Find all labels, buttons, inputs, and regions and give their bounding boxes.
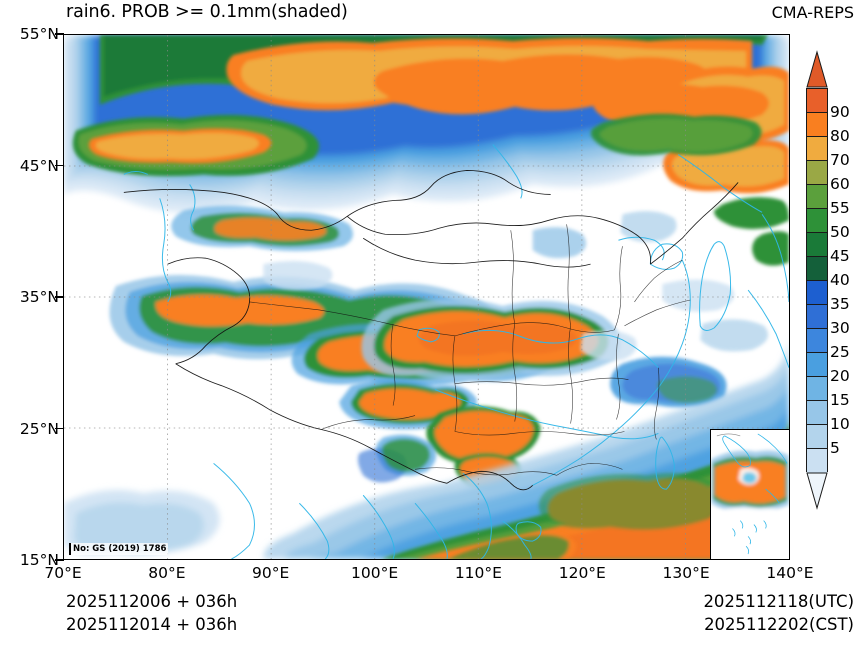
gridline-layer xyxy=(64,35,789,559)
colorbar-segment xyxy=(807,401,827,425)
colorbar-tick-label: 25 xyxy=(830,343,850,361)
x-tick-label: 140°E xyxy=(766,564,814,582)
x-tick-label: 90°E xyxy=(252,564,290,582)
x-tick-label: 110°E xyxy=(454,564,502,582)
colorbar-tick-label: 55 xyxy=(830,199,850,217)
country-border-layer xyxy=(123,170,739,491)
x-tick-label: 120°E xyxy=(558,564,606,582)
page-title: rain6. PROB >= 0.1mm(shaded) xyxy=(66,2,348,22)
footer-init-time-utc: 2025112006 + 036h xyxy=(66,592,238,611)
colorbar-segment xyxy=(807,353,827,377)
y-tick-mark xyxy=(55,164,64,167)
colorbar-segments xyxy=(806,88,828,473)
south-china-sea-inset xyxy=(710,429,789,559)
model-label: CMA-REPS xyxy=(771,3,854,22)
colorbar-tick-label: 30 xyxy=(830,319,850,337)
x-tick-label: 130°E xyxy=(662,564,710,582)
colorbar-tick-label: 60 xyxy=(830,175,850,193)
colorbar-tick-label: 40 xyxy=(830,271,850,289)
x-tick-label: 70°E xyxy=(44,564,82,582)
colorbar-segment xyxy=(807,161,827,185)
colorbar-tick-label: 10 xyxy=(830,415,850,433)
colorbar-segment xyxy=(807,89,827,113)
colorbar xyxy=(806,50,828,510)
y-tick-label: 35°N xyxy=(19,288,59,306)
y-tick-mark xyxy=(55,427,64,430)
colorbar-segment xyxy=(807,137,827,161)
y-tick-label: 25°N xyxy=(19,419,59,438)
y-tick-mark xyxy=(55,559,64,561)
colorbar-segment xyxy=(807,257,827,281)
colorbar-over-cap xyxy=(806,50,828,88)
colorbar-segment xyxy=(807,185,827,209)
colorbar-tick-label: 5 xyxy=(830,439,840,457)
colorbar-segment xyxy=(807,113,827,137)
colorbar-segment xyxy=(807,425,827,449)
colorbar-segment xyxy=(807,305,827,329)
map-frame[interactable]: No: GS (2019) 1786 xyxy=(63,34,790,560)
colorbar-segment xyxy=(807,281,827,305)
x-tick-label: 80°E xyxy=(148,564,186,582)
colorbar-tick-label: 15 xyxy=(830,391,850,409)
map-canvas xyxy=(64,35,789,559)
footer-valid-time-cst: 2025112202(CST) xyxy=(704,615,854,634)
colorbar-segment xyxy=(807,209,827,233)
colorbar-tick-label: 90 xyxy=(830,103,850,121)
colorbar-tick-label: 45 xyxy=(830,247,850,265)
map-approval-number: No: GS (2019) 1786 xyxy=(69,543,169,555)
colorbar-tick-label: 35 xyxy=(830,295,850,313)
colorbar-segment xyxy=(807,233,827,257)
footer-valid-time-utc: 2025112118(UTC) xyxy=(703,592,854,611)
colorbar-tick-label: 70 xyxy=(830,151,850,169)
colorbar-segment xyxy=(807,329,827,353)
colorbar-under-cap xyxy=(806,472,828,510)
colorbar-tick-labels: 5 10 15 20 25 30 35 40 45 50 55 60 70 80 90 xyxy=(828,50,860,520)
colorbar-tick-label: 80 xyxy=(830,127,850,145)
footer-init-time-cst: 2025112014 + 036h xyxy=(66,615,238,634)
colorbar-segment xyxy=(807,449,827,473)
y-tick-mark xyxy=(55,296,64,298)
y-axis: 55°N 45°N 35°N 25°N 15°N xyxy=(0,25,59,569)
y-tick-mark xyxy=(55,33,64,35)
y-tick-label: 15°N xyxy=(19,551,59,569)
colorbar-segment xyxy=(807,377,827,401)
x-tick-label: 100°E xyxy=(351,564,399,582)
y-tick-label: 45°N xyxy=(19,156,59,175)
colorbar-tick-label: 50 xyxy=(830,223,850,241)
x-axis: 70°E 80°E 90°E 100°E 110°E 120°E 130°E 1… xyxy=(44,562,813,588)
y-tick-label: 55°N xyxy=(19,25,59,43)
colorbar-tick-label: 20 xyxy=(830,367,850,385)
